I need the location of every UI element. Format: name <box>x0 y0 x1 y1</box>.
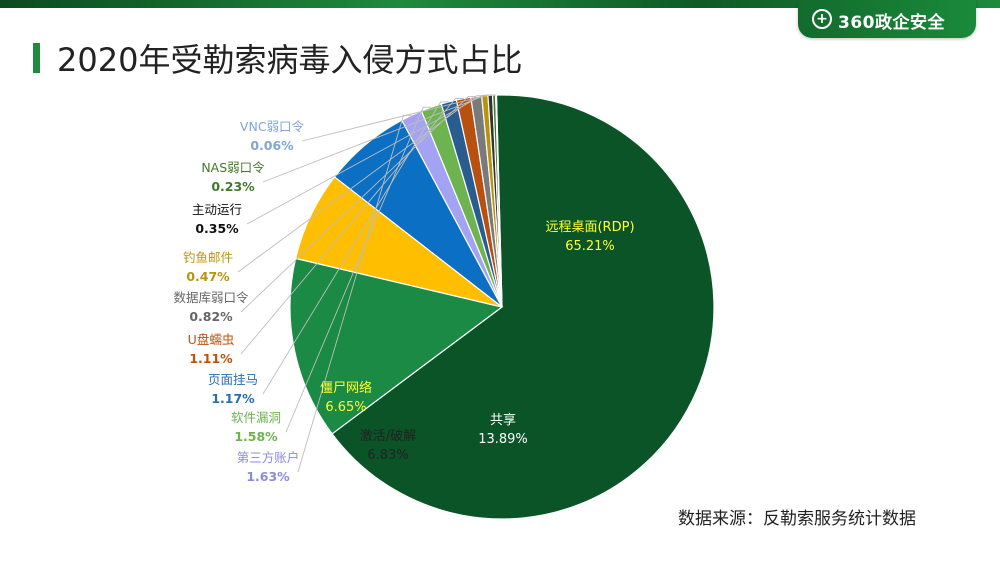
title-accent-bar <box>33 43 40 73</box>
pie-slice-2 <box>289 257 504 435</box>
leader-line-9 <box>240 96 477 313</box>
leader-line-6 <box>285 106 432 433</box>
page-title: 2020年受勒索病毒入侵方式占比 <box>57 41 523 79</box>
slice-value-label-2: 13.89% <box>478 432 528 447</box>
slice-name-label-8: U盘蠕虫 <box>188 332 235 347</box>
slice-name-label-12: NAS弱口令 <box>201 160 265 175</box>
slice-value-label-1: 65.21% <box>565 239 615 254</box>
slice-value-label-3: 6.83% <box>367 448 408 463</box>
slice-value-label-11: 0.35% <box>195 221 239 236</box>
top-decor-band <box>0 0 1000 8</box>
slice-value-label-4: 6.65% <box>325 400 366 415</box>
slice-value-label-5: 1.63% <box>246 469 290 484</box>
pie-slices <box>289 94 715 520</box>
leader-line-8 <box>240 98 464 355</box>
slice-labels: 远程桌面(RDP) 65.21% 共享 13.89% 激活/破解 6.83% 僵尸网络 6.6… <box>173 119 634 484</box>
slice-value-label-12: 0.23% <box>211 179 255 194</box>
slice-value-label-8: 1.11% <box>189 351 233 366</box>
data-source: 数据来源：反勒索服务统计数据 <box>678 509 916 529</box>
slice-name-label-6: 软件漏洞 <box>231 410 281 425</box>
brand-name: 360政企安全 <box>838 13 945 33</box>
slice-name-label-13: VNC弱口令 <box>240 119 305 134</box>
slice-name-label-1: 远程桌面(RDP) <box>545 220 634 235</box>
leader-lines <box>237 94 497 473</box>
slice-name-label-2: 共享 <box>490 412 516 428</box>
slice-value-label-7: 1.17% <box>211 391 255 406</box>
leader-line-13 <box>301 94 497 142</box>
slice-name-label-11: 主动运行 <box>192 202 242 217</box>
plus-circle-icon: + <box>812 9 832 29</box>
slice-name-label-4: 僵尸网络 <box>320 380 372 396</box>
slice-value-label-10: 0.47% <box>186 269 230 284</box>
brand-tab: + 360政企安全 <box>798 0 976 38</box>
slice-name-label-7: 页面挂马 <box>208 372 258 387</box>
slice-name-label-9: 数据库弱口令 <box>173 290 249 305</box>
slice-value-label-9: 0.82% <box>189 309 233 324</box>
leader-line-7 <box>262 101 449 395</box>
slice-name-label-10: 钓鱼邮件 <box>183 250 233 265</box>
slice-value-label-6: 1.58% <box>234 429 278 444</box>
slice-name-label-3: 激活/破解 <box>360 429 416 444</box>
slice-name-label-5: 第三方账户 <box>237 450 300 465</box>
leader-line-5 <box>297 114 412 473</box>
pie-slice-1 <box>331 94 715 520</box>
slice-value-label-13: 0.06% <box>250 138 294 153</box>
